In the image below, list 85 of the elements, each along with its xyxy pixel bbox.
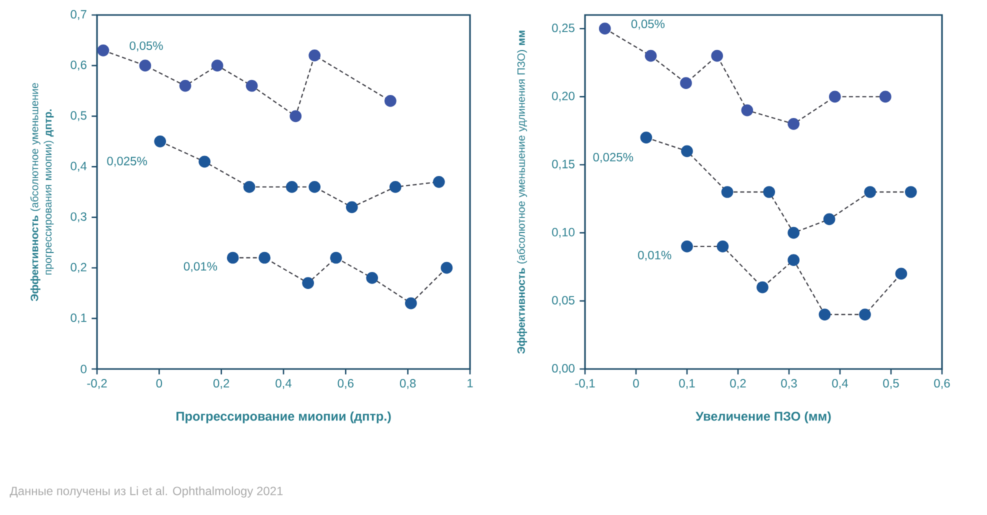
point: [330, 252, 342, 264]
point: [211, 60, 224, 72]
series-label: 0,05%: [631, 20, 665, 30]
x-axis-title: Увеличение ПЗО (мм): [696, 411, 831, 424]
x-tick-label: 0,4: [832, 379, 848, 389]
y-tick-label: 0,05: [552, 296, 574, 306]
point: [788, 118, 800, 130]
point: [681, 240, 693, 252]
y-tick-label: 0,4: [70, 162, 87, 172]
y-tick-label: 0,5: [70, 111, 86, 122]
x-tick-label: 0,2: [213, 379, 230, 389]
point: [198, 156, 210, 168]
point: [384, 95, 396, 107]
x-tick-label: 0,8: [400, 379, 416, 389]
point: [290, 110, 302, 122]
point: [763, 186, 776, 198]
point: [139, 60, 152, 72]
point: [179, 80, 192, 92]
point: [243, 181, 256, 193]
y-tick-label: 0,00: [552, 364, 574, 374]
point: [346, 201, 358, 214]
point: [598, 22, 611, 35]
point: [756, 281, 768, 294]
x-tick-label: -0,1: [575, 379, 595, 389]
point: [440, 262, 453, 274]
point: [716, 240, 729, 252]
y-tick-label: 0,1: [70, 313, 86, 324]
y-tick-label: 0: [80, 364, 86, 374]
x-tick-label: 0,2: [730, 379, 746, 389]
x-axis-title: Прогрессирование миопии (дптр.): [176, 411, 391, 424]
x-tick-label: 0,6: [338, 379, 354, 389]
point: [711, 50, 724, 62]
point: [879, 90, 892, 103]
point: [308, 181, 321, 193]
point: [895, 268, 908, 280]
point: [640, 132, 652, 144]
point: [681, 145, 693, 158]
x-tick-label: 0: [633, 379, 639, 388]
series-label: 0,05%: [130, 41, 163, 52]
x-tick-label: 0: [156, 379, 162, 388]
x-tick-label: 1: [468, 379, 473, 388]
point: [432, 176, 445, 188]
point: [644, 50, 657, 62]
y-tick-label: 0,2: [70, 262, 86, 273]
x-tick-label: 0,3: [781, 379, 797, 389]
x-tick-label: 0,5: [883, 379, 899, 389]
point: [859, 308, 871, 320]
text: Данные получены из Li et al. Ophthalmology 2021: [10, 486, 283, 498]
y-tick-label: 0,7: [70, 10, 86, 20]
point: [389, 181, 402, 193]
series-label: 0,025%: [107, 156, 147, 167]
point: [680, 77, 692, 90]
y-tick-label: 0,6: [70, 60, 86, 71]
point: [741, 104, 754, 116]
point: [721, 186, 734, 198]
y-tick-label: 0,25: [552, 24, 574, 34]
x-tick-label: -0,2: [87, 379, 107, 389]
point: [818, 308, 831, 320]
point: [788, 226, 800, 239]
point: [286, 181, 298, 193]
x-tick-label: 0,1: [679, 379, 695, 389]
point: [788, 254, 800, 266]
point: [97, 44, 110, 56]
point: [823, 213, 836, 226]
point: [904, 186, 917, 198]
series-label: 0,01%: [184, 262, 218, 272]
point: [226, 252, 239, 264]
y-tick-label: 0,20: [552, 92, 574, 102]
point: [302, 277, 314, 289]
point: [828, 90, 841, 103]
point: [864, 186, 876, 198]
point: [154, 136, 166, 148]
y-axis-title: Эффективность (абсолютное уменьшение удлинения ПЗО) мм: [516, 30, 528, 354]
y-tick-label: 0,10: [552, 228, 574, 238]
point: [366, 272, 378, 284]
point: [258, 252, 270, 264]
series-label: 0,01%: [638, 250, 672, 261]
y-tick-label: 0,15: [552, 160, 574, 170]
point: [308, 50, 321, 62]
y-tick-label: 0,3: [70, 212, 86, 222]
x-tick-label: 0,6: [934, 379, 950, 389]
series-label: 0,025%: [593, 152, 634, 163]
point: [405, 297, 417, 310]
x-tick-label: 0,4: [276, 379, 292, 389]
point: [246, 80, 258, 92]
